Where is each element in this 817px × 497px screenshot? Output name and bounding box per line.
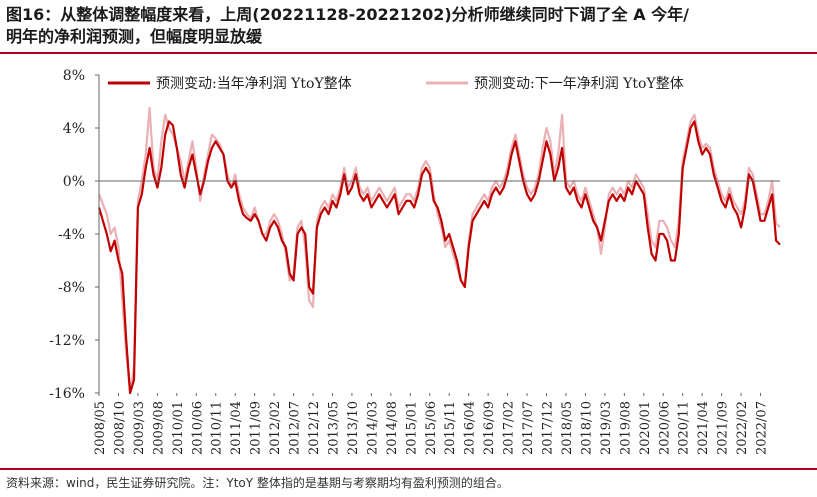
- axis-layer: 8% 4% 0% -4% -8% -12% -16% 2008/05 2008/10 2009/0…: [49, 68, 780, 455]
- x-tick-label: 2018/05: [560, 401, 575, 455]
- x-tick-label: 2012/12: [307, 401, 322, 455]
- series-layer: [97, 107, 781, 395]
- x-tick-label: 2017/02: [502, 401, 517, 455]
- y-tick-label: 8%: [63, 68, 85, 84]
- x-tick-label: 2020/11: [677, 401, 692, 455]
- title-rule: [0, 52, 817, 54]
- x-tick-label: 2022/07: [755, 401, 770, 455]
- y-tick-label: -16%: [49, 386, 85, 402]
- legend-item-current-year: 预测变动:当年净利润 YtoY整体: [108, 76, 352, 92]
- x-tick-label: 2014/08: [385, 401, 400, 455]
- x-tick-label: 2016/04: [463, 401, 478, 455]
- legend: 预测变动:当年净利润 YtoY整体 预测变动:下一年净利润 YtoY整体: [108, 76, 684, 92]
- x-tick-label: 2019/03: [599, 401, 614, 455]
- x-tick-label: 2012/07: [288, 401, 303, 455]
- y-tick-label: -4%: [58, 227, 85, 243]
- y-tick-label: -12%: [49, 333, 85, 349]
- x-tick-label: 2010/11: [210, 401, 225, 455]
- x-tick-label: 2020/01: [638, 401, 653, 455]
- source-note: 资料来源：wind，民生证券研究院。注：YtoY 整体指的是基期与考察期均有盈利…: [6, 476, 509, 490]
- x-tick-label: 2012/02: [268, 401, 283, 455]
- x-tick-label: 2008/10: [112, 401, 127, 455]
- x-tick-label: 2009/08: [151, 401, 166, 455]
- series-line-current-year: [97, 120, 781, 395]
- x-tick-label: 2010/01: [171, 401, 186, 455]
- legend-item-next-year: 预测变动:下一年净利润 YtoY整体: [426, 76, 684, 92]
- y-tick-label: 0%: [63, 174, 85, 190]
- x-tick-label: 2019/08: [618, 401, 633, 455]
- legend-label: 预测变动:当年净利润 YtoY整体: [156, 76, 352, 92]
- x-tick-label: 2010/06: [190, 401, 205, 455]
- legend-label: 预测变动:下一年净利润 YtoY整体: [474, 76, 684, 92]
- x-tick-label: 2017/12: [541, 401, 556, 455]
- y-tick-label: -8%: [58, 280, 85, 296]
- x-tick-label: 2015/11: [443, 401, 458, 455]
- page-title: 图16：从整体调整幅度来看，上周(20221128-20221202)分析师继续…: [6, 4, 811, 48]
- x-tick-label: 2015/06: [424, 401, 439, 455]
- x-tick-label: 2021/09: [716, 401, 731, 455]
- x-tick-label: 2018/10: [579, 401, 594, 455]
- y-tick-label: 4%: [63, 121, 85, 137]
- title-line-2: 明年的净利润预测，但幅度明显放缓: [6, 27, 263, 46]
- title-line-1: 图16：从整体调整幅度来看，上周(20221128-20221202)分析师继续…: [6, 5, 690, 24]
- x-tick-label: 2020/06: [657, 401, 672, 455]
- x-tick-label: 2009/03: [132, 401, 147, 455]
- x-tick-label: 2015/01: [404, 401, 419, 455]
- x-tick-label: 2013/05: [326, 401, 341, 455]
- x-tick-label: 2014/03: [365, 401, 380, 455]
- x-tick-label: 2008/05: [93, 401, 108, 455]
- x-tick-label: 2011/09: [249, 401, 264, 455]
- x-tick-label: 2017/07: [521, 401, 536, 455]
- x-tick-label: 2016/09: [482, 401, 497, 455]
- x-tick-label: 2013/10: [346, 401, 361, 455]
- x-tick-label: 2022/02: [735, 401, 750, 455]
- x-tick-label: 2021/04: [696, 401, 711, 455]
- x-tick-label: 2011/04: [229, 401, 244, 455]
- series-line-next-year: [97, 107, 781, 395]
- footer-rule: [0, 468, 817, 470]
